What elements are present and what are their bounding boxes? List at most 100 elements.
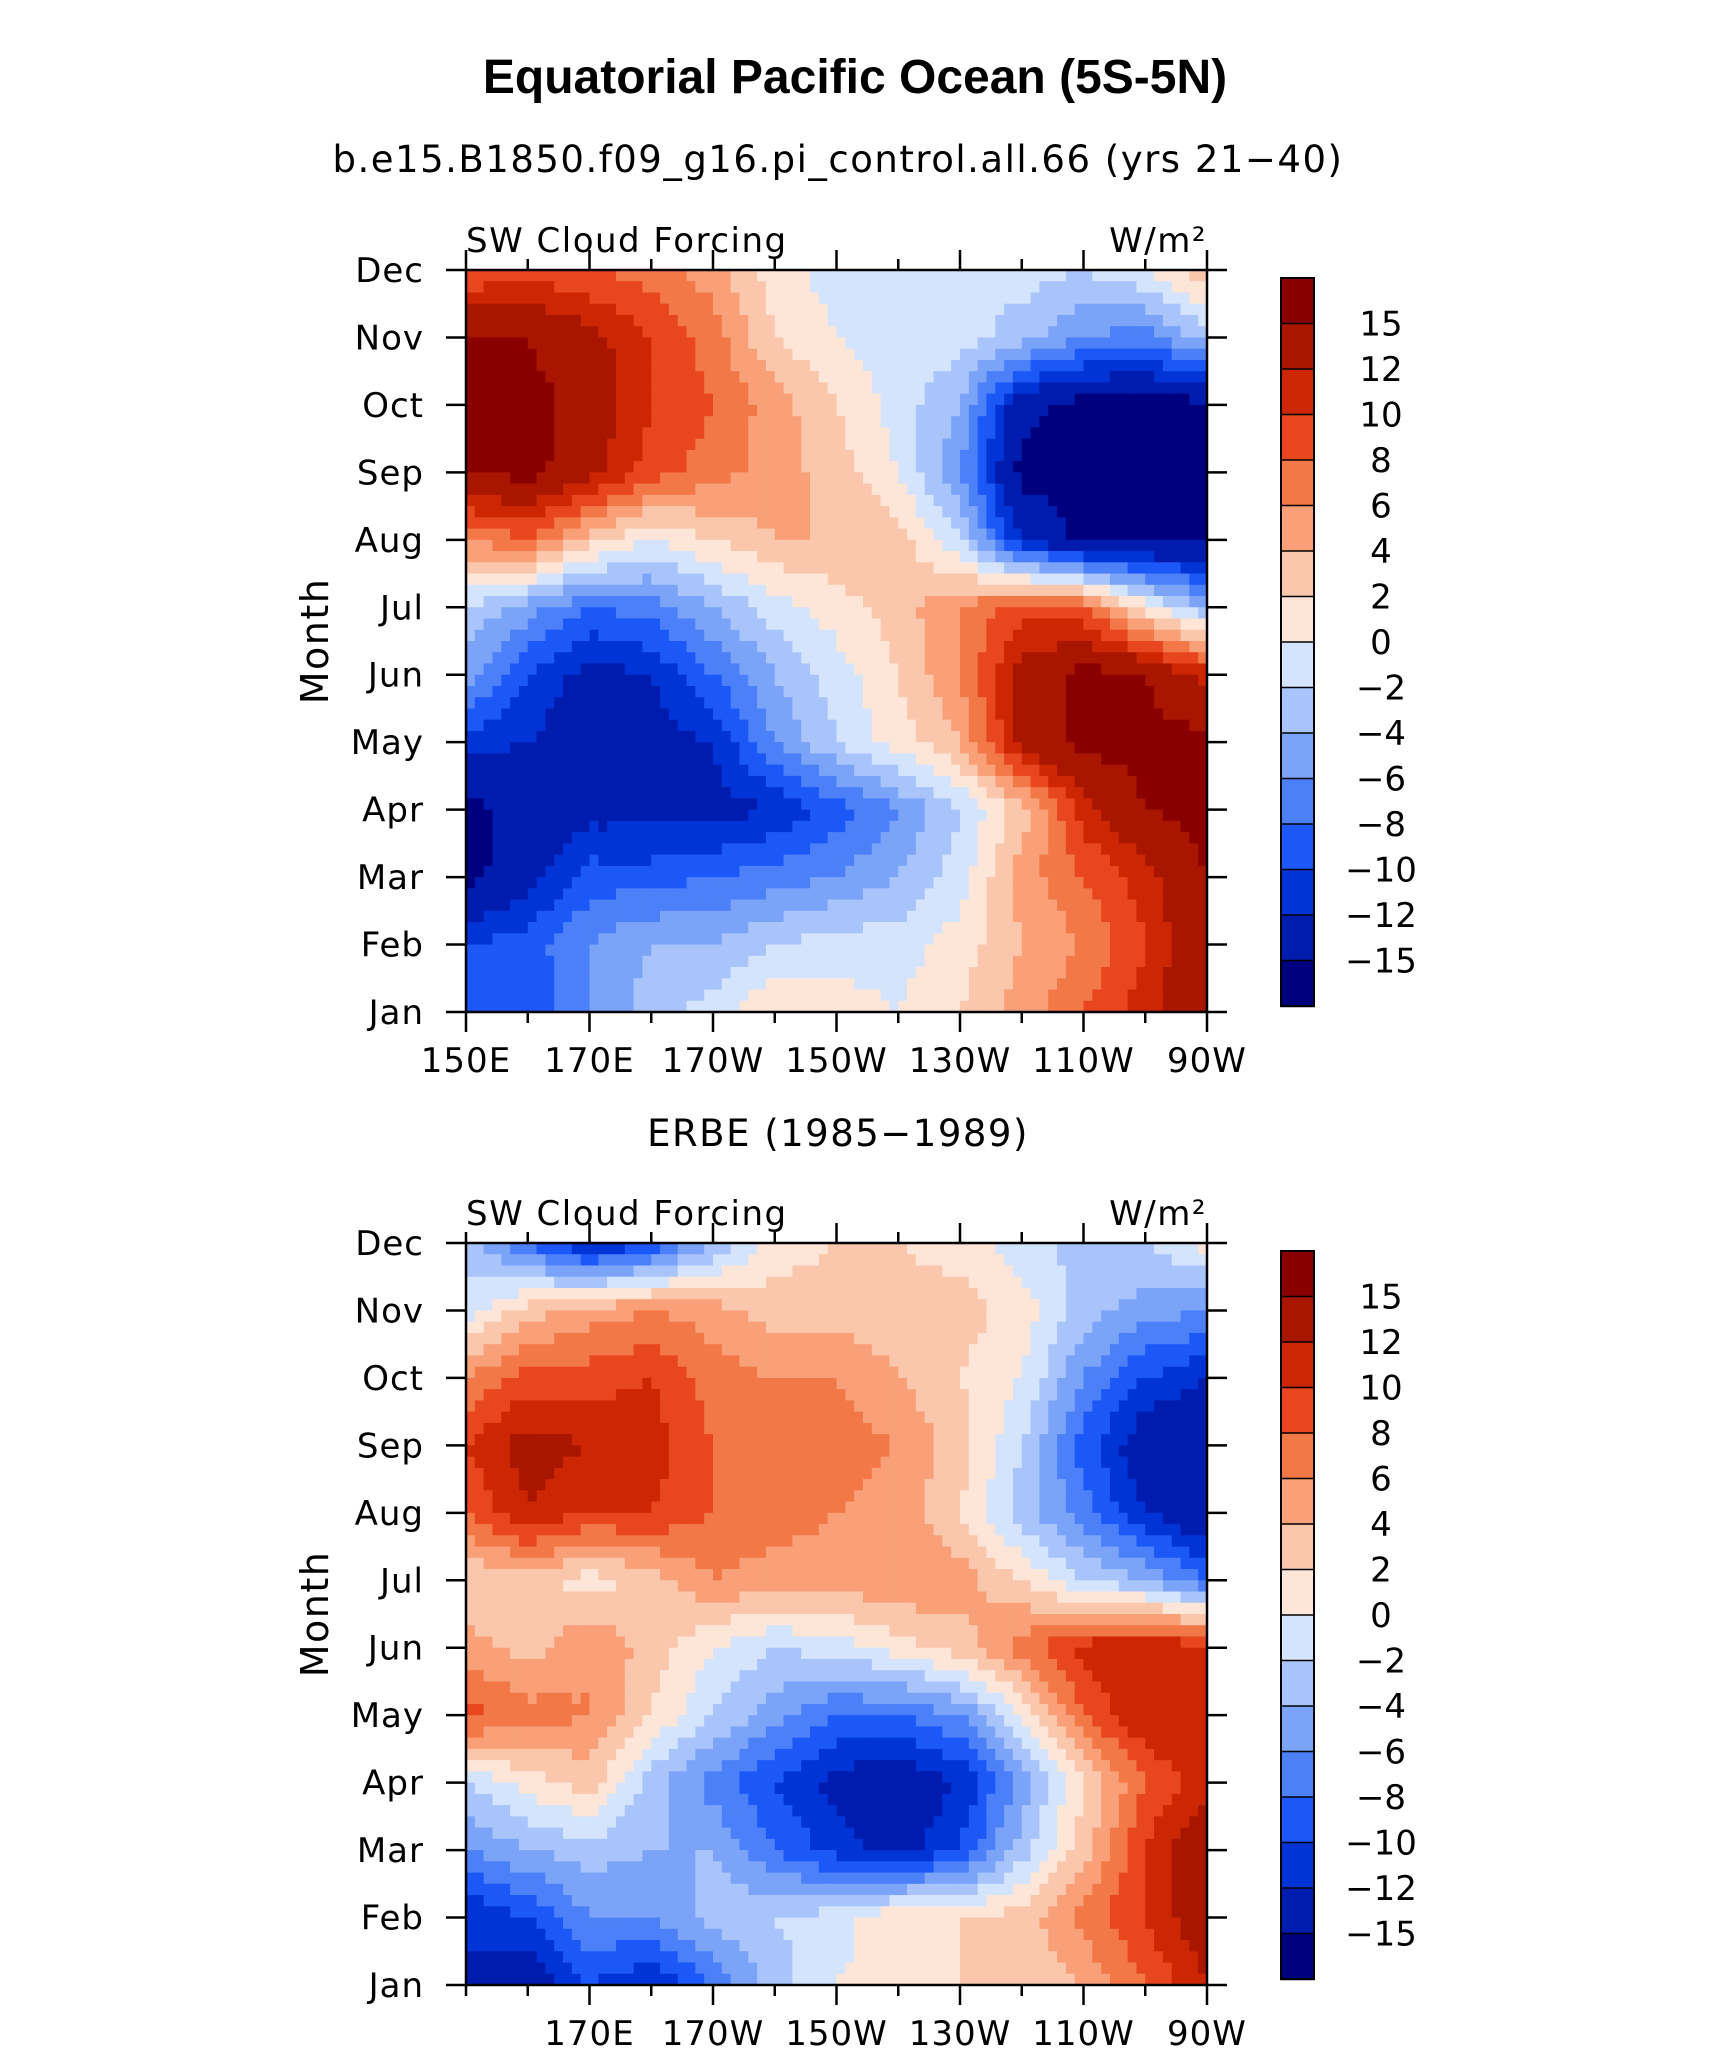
heatmap-cell xyxy=(1004,809,1014,822)
heatmap-cell xyxy=(695,326,705,339)
heatmap-cell xyxy=(668,607,679,620)
heatmap-cell xyxy=(1145,517,1155,530)
heatmap-cell xyxy=(1021,854,1032,867)
heatmap-cell xyxy=(466,584,476,597)
heatmap-cell xyxy=(580,753,591,766)
heatmap-cell xyxy=(810,461,820,473)
heatmap-cell xyxy=(748,596,758,608)
heatmap-cell xyxy=(563,382,573,395)
heatmap-cell xyxy=(783,787,793,799)
heatmap-cell xyxy=(862,326,873,339)
heatmap-cell xyxy=(977,303,988,316)
heatmap-cell xyxy=(889,303,899,316)
heatmap-cell xyxy=(1057,359,1067,372)
heatmap-cell xyxy=(580,730,591,743)
heatmap-cell xyxy=(660,573,670,586)
heatmap-cell xyxy=(951,708,961,721)
heatmap-cell xyxy=(466,483,476,496)
heatmap-cell xyxy=(501,292,511,305)
heatmap-cell xyxy=(536,359,546,372)
heatmap-cell xyxy=(695,719,705,732)
heatmap-cell xyxy=(1004,270,1014,282)
heatmap-cell xyxy=(924,461,935,473)
heatmap-cell xyxy=(933,461,943,473)
heatmap-cell xyxy=(898,652,908,665)
heatmap-cell xyxy=(651,281,661,294)
heatmap-cell xyxy=(836,449,846,462)
heatmap-cell xyxy=(686,798,696,811)
heatmap-cell xyxy=(889,685,899,698)
heatmap-cell xyxy=(1048,910,1058,923)
heatmap-cell xyxy=(704,674,714,687)
heatmap-cell xyxy=(1180,506,1190,518)
heatmap-cell xyxy=(1118,539,1129,552)
heatmap-cell xyxy=(845,539,855,552)
heatmap-cell xyxy=(942,371,952,384)
heatmap-cell xyxy=(483,303,494,316)
heatmap-cell xyxy=(1039,393,1049,406)
heatmap-cell xyxy=(474,832,485,844)
heatmap-cell xyxy=(642,551,652,563)
heatmap-cell xyxy=(536,730,546,743)
heatmap-cell xyxy=(995,483,1005,496)
heatmap-cell xyxy=(642,427,652,440)
heatmap-cell xyxy=(871,281,882,294)
heatmap-cell xyxy=(995,877,1005,889)
heatmap-cell xyxy=(986,562,996,575)
heatmap-cell xyxy=(660,854,670,867)
heatmap-cell xyxy=(1004,371,1014,384)
heatmap-cell xyxy=(1109,449,1120,462)
heatmap-cell xyxy=(677,877,688,889)
heatmap-cell xyxy=(518,922,529,934)
heatmap-cell xyxy=(695,472,705,485)
heatmap-cell xyxy=(810,910,820,923)
heatmap-cell xyxy=(1021,292,1032,305)
heatmap-cell xyxy=(536,314,546,327)
heatmap-cell xyxy=(563,427,573,440)
heatmap-cell xyxy=(942,314,952,327)
heatmap-cell xyxy=(915,798,926,811)
heatmap-cell xyxy=(571,719,582,732)
heatmap-cell xyxy=(845,393,855,406)
heatmap-cell xyxy=(713,832,723,844)
heatmap-cell xyxy=(624,764,635,777)
heatmap-cell xyxy=(836,787,846,799)
heatmap-cell xyxy=(960,922,970,934)
heatmap-cell xyxy=(1136,449,1146,462)
heatmap-cell xyxy=(554,528,564,541)
heatmap-cell xyxy=(924,742,935,755)
heatmap-cell xyxy=(995,775,1005,788)
heatmap-cell xyxy=(474,663,485,676)
heatmap-cell xyxy=(1039,910,1049,923)
heatmap-cell xyxy=(818,843,829,856)
heatmap-cell xyxy=(845,596,855,608)
heatmap-cell xyxy=(933,359,943,372)
heatmap-cell xyxy=(1180,652,1190,665)
heatmap-cell xyxy=(510,303,520,316)
heatmap-cell xyxy=(1030,787,1040,799)
heatmap-cell xyxy=(836,899,846,912)
heatmap-cell xyxy=(704,382,714,395)
heatmap-cell xyxy=(774,359,785,372)
heatmap-cell xyxy=(704,337,714,350)
heatmap-cell xyxy=(686,573,696,586)
heatmap-cell xyxy=(977,820,988,833)
heatmap-cell xyxy=(1083,629,1093,642)
heatmap-cell xyxy=(1136,719,1146,732)
heatmap-cell xyxy=(1145,775,1155,788)
heatmap-cell xyxy=(466,865,476,878)
heatmap-cell xyxy=(907,753,917,766)
heatmap-cell xyxy=(1092,854,1102,867)
heatmap-cell xyxy=(1057,371,1067,384)
heatmap-cell xyxy=(695,708,705,721)
heatmap-cell xyxy=(536,697,546,710)
heatmap-cell xyxy=(854,517,864,530)
heatmap-cell xyxy=(757,427,767,440)
heatmap-cell xyxy=(986,798,996,811)
heatmap-cell xyxy=(1154,382,1164,395)
heatmap-cell xyxy=(1118,798,1129,811)
heatmap-cell xyxy=(845,652,855,665)
heatmap-cell xyxy=(871,506,882,518)
heatmap-cell xyxy=(915,270,926,282)
heatmap-cell xyxy=(810,820,820,833)
